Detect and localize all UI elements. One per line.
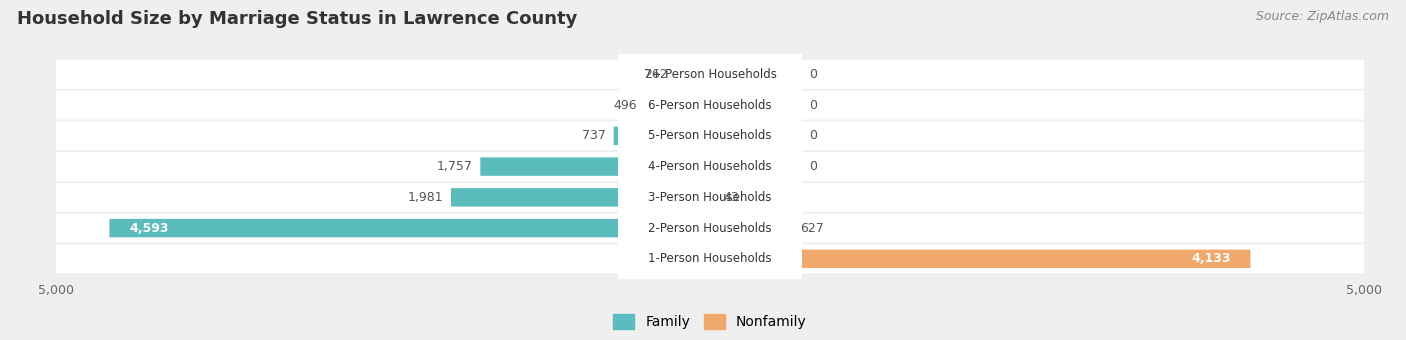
Text: 0: 0 <box>810 68 817 81</box>
Text: 5-Person Households: 5-Person Households <box>648 129 772 142</box>
Text: 627: 627 <box>800 222 824 235</box>
FancyBboxPatch shape <box>619 158 801 298</box>
FancyBboxPatch shape <box>619 189 801 328</box>
FancyBboxPatch shape <box>30 152 1391 181</box>
FancyBboxPatch shape <box>30 60 1391 89</box>
FancyBboxPatch shape <box>676 65 710 84</box>
FancyBboxPatch shape <box>30 183 1391 212</box>
FancyBboxPatch shape <box>30 244 1391 273</box>
Text: 737: 737 <box>582 129 606 142</box>
Text: 4-Person Households: 4-Person Households <box>648 160 772 173</box>
Text: 4,133: 4,133 <box>1191 252 1230 265</box>
FancyBboxPatch shape <box>30 91 1391 120</box>
FancyBboxPatch shape <box>110 219 710 237</box>
FancyBboxPatch shape <box>619 128 801 267</box>
FancyBboxPatch shape <box>613 126 710 145</box>
Legend: Family, Nonfamily: Family, Nonfamily <box>607 309 813 335</box>
Text: 3-Person Households: 3-Person Households <box>648 191 772 204</box>
FancyBboxPatch shape <box>710 188 716 207</box>
Text: 0: 0 <box>810 99 817 112</box>
Text: 7+ Person Households: 7+ Person Households <box>644 68 776 81</box>
Text: 0: 0 <box>810 129 817 142</box>
FancyBboxPatch shape <box>619 97 801 236</box>
Text: 43: 43 <box>724 191 740 204</box>
Text: 0: 0 <box>810 160 817 173</box>
FancyBboxPatch shape <box>710 219 792 237</box>
FancyBboxPatch shape <box>451 188 710 207</box>
FancyBboxPatch shape <box>619 66 801 206</box>
FancyBboxPatch shape <box>30 214 1391 242</box>
Text: 496: 496 <box>613 99 637 112</box>
Text: 6-Person Households: 6-Person Households <box>648 99 772 112</box>
Text: 2-Person Households: 2-Person Households <box>648 222 772 235</box>
Text: 1,981: 1,981 <box>408 191 443 204</box>
Text: 262: 262 <box>644 68 668 81</box>
FancyBboxPatch shape <box>619 35 801 175</box>
FancyBboxPatch shape <box>710 250 1250 268</box>
FancyBboxPatch shape <box>30 121 1391 150</box>
FancyBboxPatch shape <box>645 96 710 114</box>
FancyBboxPatch shape <box>619 5 801 144</box>
Text: 1-Person Households: 1-Person Households <box>648 252 772 265</box>
Text: Source: ZipAtlas.com: Source: ZipAtlas.com <box>1256 10 1389 23</box>
Text: 4,593: 4,593 <box>129 222 169 235</box>
FancyBboxPatch shape <box>481 157 710 176</box>
Text: 1,757: 1,757 <box>437 160 472 173</box>
Text: Household Size by Marriage Status in Lawrence County: Household Size by Marriage Status in Law… <box>17 10 578 28</box>
